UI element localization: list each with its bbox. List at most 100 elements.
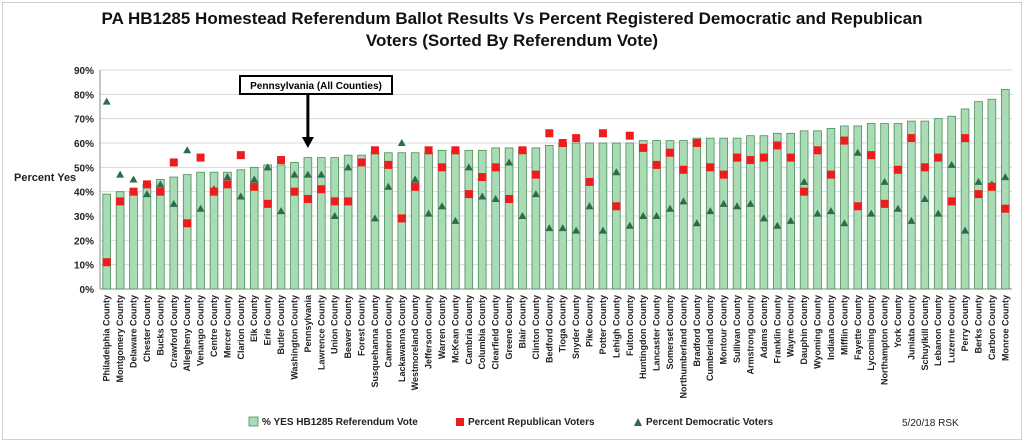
democratic-point	[451, 216, 460, 224]
democratic-point	[384, 182, 393, 190]
x-tick-label: Lawrence County	[316, 295, 326, 370]
x-tick-label: Beaver County	[343, 295, 353, 359]
republican-point	[357, 158, 366, 167]
x-tick-label: Pike County	[585, 295, 595, 347]
bar	[679, 140, 688, 290]
republican-point	[867, 151, 876, 160]
democratic-point	[424, 209, 433, 217]
x-tick-label: Cambria County	[464, 295, 474, 365]
legend-swatch-democratic	[634, 418, 642, 426]
x-tick-label: Northumberland County	[678, 295, 688, 399]
republican-point	[303, 194, 312, 203]
bar	[249, 166, 259, 290]
republican-point	[236, 151, 245, 160]
republican-point	[370, 146, 379, 155]
republican-point	[411, 182, 420, 191]
bar	[773, 132, 782, 290]
republican-point	[196, 153, 205, 162]
republican-point	[384, 160, 393, 169]
x-tick-label: Jefferson County	[424, 295, 434, 369]
bar	[840, 125, 849, 290]
bar	[558, 142, 567, 290]
democratic-point	[880, 177, 889, 185]
x-tick-label: Franklin County	[772, 295, 782, 364]
democratic-point	[344, 163, 353, 171]
x-tick-label: Wyoming County	[813, 295, 823, 369]
x-tick-label: Cameron County	[383, 295, 393, 368]
republican-point	[183, 219, 192, 228]
callout-arrow-head	[301, 137, 314, 148]
x-tick-label: Butler County	[276, 295, 286, 355]
bar	[504, 147, 514, 290]
callout-box	[239, 75, 393, 95]
republican-point	[598, 129, 607, 138]
bar	[571, 142, 581, 290]
democratic-point	[786, 216, 795, 224]
bar	[477, 149, 487, 290]
x-tick-label: Tioga County	[558, 295, 568, 352]
x-tick-label: Mercer County	[222, 295, 232, 358]
democratic-point	[411, 175, 420, 183]
bar	[746, 135, 755, 290]
republican-point	[263, 199, 272, 208]
republican-point	[813, 146, 822, 155]
bar	[437, 149, 447, 290]
y-tick-label: 60%	[74, 139, 94, 150]
republican-point	[397, 214, 406, 223]
republican-point	[894, 165, 902, 174]
democratic-point	[974, 177, 983, 185]
republican-point	[947, 197, 956, 206]
x-tick-label: Bradford County	[692, 295, 702, 367]
x-tick-label: Montgomery County	[115, 295, 125, 383]
bar	[357, 154, 366, 290]
democratic-point	[290, 170, 299, 178]
republican-point	[920, 163, 929, 172]
x-tick-label: Clearfield County	[491, 295, 501, 370]
chart-title-line2: Voters (Sorted By Referendum Vote)	[365, 31, 659, 50]
bar	[786, 132, 795, 290]
democratic-point	[102, 97, 111, 105]
x-tick-label: Perry County	[960, 295, 970, 352]
democratic-point	[840, 219, 849, 227]
republican-point	[733, 153, 742, 162]
democratic-point	[719, 199, 728, 207]
democratic-point	[277, 207, 286, 215]
bar	[598, 142, 608, 290]
x-tick-label: Fayette County	[853, 295, 863, 360]
democratic-point	[920, 194, 929, 202]
legend-label: Percent Democratic Voters	[646, 417, 774, 428]
democratic-point	[183, 146, 192, 154]
republican-point	[585, 177, 594, 186]
republican-point	[572, 134, 581, 143]
x-tick-label: Dauphin County	[799, 295, 809, 365]
x-tick-label: Juniata County	[906, 295, 916, 360]
republican-point	[518, 146, 527, 155]
x-tick-label: Berks County	[973, 295, 983, 354]
bar	[933, 118, 943, 290]
democratic-point	[478, 192, 487, 200]
bar	[960, 108, 970, 290]
democratic-point	[666, 204, 674, 212]
y-tick-label: 50%	[74, 163, 94, 174]
republican-point	[840, 136, 849, 145]
republican-point	[786, 153, 795, 162]
democratic-point	[867, 209, 876, 217]
y-tick-label: 0%	[80, 285, 95, 296]
republican-point	[464, 190, 473, 199]
bar	[612, 142, 621, 290]
legend-label: % YES HB1285 Referendum Vote	[262, 417, 418, 428]
bar	[209, 171, 219, 290]
x-tick-label: Allegheny County	[182, 295, 192, 372]
x-tick-label: Pennsylvania	[303, 294, 313, 353]
x-tick-label: Susquehanna County	[370, 295, 380, 388]
x-tick-label: Columbia County	[477, 295, 487, 370]
republican-point	[156, 187, 165, 196]
democratic-point	[746, 199, 755, 207]
democratic-point	[518, 212, 527, 219]
bar	[799, 130, 809, 290]
republican-point	[142, 180, 151, 189]
republican-point	[974, 190, 983, 199]
x-tick-label: Blair County	[517, 295, 527, 349]
democratic-point	[679, 197, 688, 205]
